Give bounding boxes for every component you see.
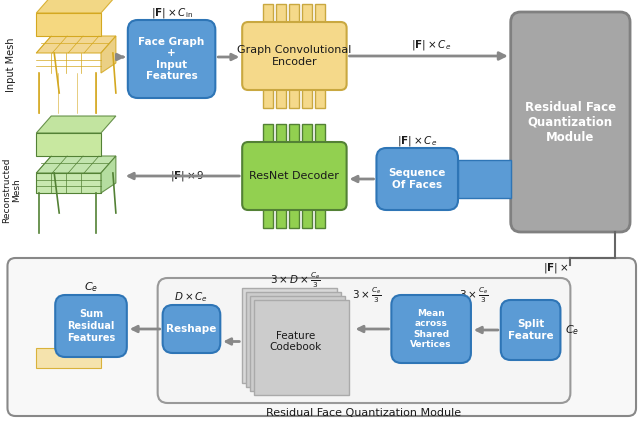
Bar <box>246 292 340 387</box>
Text: Reconstructed
Mesh: Reconstructed Mesh <box>2 157 21 223</box>
Text: Residual Face Quantization Module: Residual Face Quantization Module <box>266 408 461 418</box>
Polygon shape <box>36 0 116 13</box>
Polygon shape <box>101 156 116 193</box>
Bar <box>263 4 273 108</box>
Text: $|\mathbf{F}| \times$: $|\mathbf{F}| \times$ <box>543 261 568 275</box>
FancyBboxPatch shape <box>242 22 347 90</box>
Bar <box>36 133 101 156</box>
Text: $D \times C_e$: $D \times C_e$ <box>175 290 209 304</box>
Text: $3 \times \frac{C_e}{3}$: $3 \times \frac{C_e}{3}$ <box>459 285 489 305</box>
Text: $3 \times D \times \frac{C_e}{3}$: $3 \times D \times \frac{C_e}{3}$ <box>270 270 321 290</box>
FancyBboxPatch shape <box>392 295 471 363</box>
Polygon shape <box>36 116 116 133</box>
Text: $|\mathbf{F}| \times C_e$: $|\mathbf{F}| \times C_e$ <box>397 134 437 148</box>
Bar <box>302 4 312 108</box>
Bar <box>250 296 344 391</box>
Bar <box>254 300 349 395</box>
Bar <box>276 124 286 228</box>
Text: Feature
Codebook: Feature Codebook <box>269 331 321 352</box>
Text: Mean
across
Shared
Vertices: Mean across Shared Vertices <box>410 309 452 349</box>
Text: $C_e$: $C_e$ <box>565 323 579 337</box>
Text: Reshape: Reshape <box>166 324 217 334</box>
FancyBboxPatch shape <box>242 142 347 210</box>
FancyBboxPatch shape <box>376 148 458 210</box>
Text: Residual Face
Quantization
Module: Residual Face Quantization Module <box>525 101 616 144</box>
Text: $|\mathbf{F}| \times 9$: $|\mathbf{F}| \times 9$ <box>170 169 205 183</box>
Bar <box>242 288 337 383</box>
Text: $C_e$: $C_e$ <box>84 280 98 294</box>
Bar <box>36 13 101 36</box>
Text: Graph Convolutional
Encoder: Graph Convolutional Encoder <box>237 45 351 67</box>
Polygon shape <box>101 36 116 73</box>
Bar <box>36 173 101 193</box>
Bar <box>263 124 273 228</box>
Text: $|\mathbf{F}| \times C_{\mathsf{in}}$: $|\mathbf{F}| \times C_{\mathsf{in}}$ <box>150 6 193 20</box>
Bar <box>276 4 286 108</box>
Text: $|\mathbf{F}| \times C_e$: $|\mathbf{F}| \times C_e$ <box>411 38 451 52</box>
FancyBboxPatch shape <box>163 305 220 353</box>
Polygon shape <box>36 348 101 368</box>
Text: Input Mesh: Input Mesh <box>6 38 17 92</box>
Text: $3 \times \frac{C_e}{3}$: $3 \times \frac{C_e}{3}$ <box>351 285 381 305</box>
Text: Sum
Residual
Features: Sum Residual Features <box>67 309 115 343</box>
Bar <box>458 160 511 198</box>
Text: Split
Feature: Split Feature <box>508 319 554 341</box>
Text: Face Graph
+
Input
Features: Face Graph + Input Features <box>138 37 205 81</box>
FancyBboxPatch shape <box>511 12 630 232</box>
Polygon shape <box>36 36 116 53</box>
FancyBboxPatch shape <box>157 278 570 403</box>
Bar <box>302 124 312 228</box>
FancyBboxPatch shape <box>128 20 215 98</box>
Text: ResNet Decoder: ResNet Decoder <box>250 171 339 181</box>
Bar <box>289 4 299 108</box>
Bar <box>315 4 324 108</box>
FancyBboxPatch shape <box>55 295 127 357</box>
Bar <box>315 124 324 228</box>
FancyBboxPatch shape <box>8 258 636 416</box>
FancyBboxPatch shape <box>500 300 561 360</box>
Bar <box>289 124 299 228</box>
Polygon shape <box>36 156 116 173</box>
Text: Sequence
Of Faces: Sequence Of Faces <box>388 168 446 190</box>
